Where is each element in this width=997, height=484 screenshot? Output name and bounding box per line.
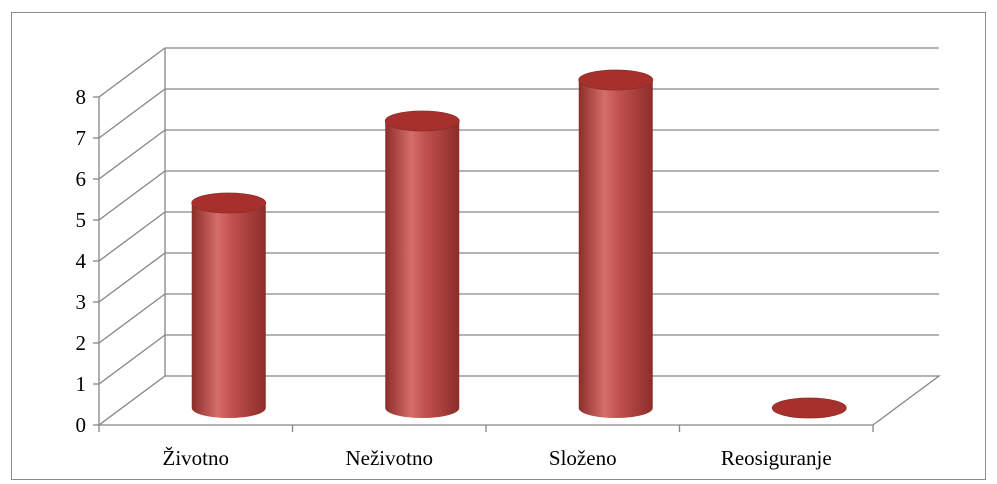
gridline-side-6 [98, 129, 166, 180]
y-tick-label: 7 [76, 126, 87, 150]
x-category-label: Složeno [549, 446, 617, 470]
gridline-side-1 [98, 334, 166, 385]
bar-top [384, 110, 460, 132]
gridline-side-8 [98, 47, 166, 98]
gridline-side-2 [98, 293, 166, 344]
y-tick-label: 4 [76, 249, 87, 273]
gridline-side-7 [98, 88, 166, 139]
x-category-label: Životno [163, 446, 230, 470]
x-category-label: Neživotno [346, 446, 433, 470]
bar-Složeno [578, 69, 654, 418]
bar-Životno [191, 192, 267, 418]
y-tick-label: 8 [76, 85, 87, 109]
bar-body [385, 121, 460, 418]
bar-Reosiguranje [771, 397, 847, 419]
y-tick-label: 6 [76, 167, 87, 191]
grid-layer [97, 47, 941, 426]
bar-body [578, 80, 653, 418]
bar-Neživotno [384, 110, 460, 418]
axis-layer [93, 96, 874, 432]
gridline-side-3 [98, 252, 166, 303]
y-tick-label: 2 [76, 331, 87, 355]
bar-layer [191, 69, 847, 419]
y-tick-label: 5 [76, 208, 87, 232]
y-tick-label: 0 [76, 413, 87, 437]
bar-top [191, 192, 267, 214]
floor [97, 375, 941, 426]
y-tick-label: 1 [76, 372, 87, 396]
bar-zero-disk [771, 397, 847, 419]
gridline-side-4 [98, 211, 166, 262]
bar-body [191, 203, 266, 418]
y-tick-label: 3 [76, 290, 87, 314]
gridline-side-5 [98, 170, 166, 221]
label-layer: 0 1 2 3 4 5 6 7 8 Životno Neživotno Složeno Reosigur… [76, 85, 832, 470]
x-category-label: Reosiguranje [721, 446, 832, 470]
bar-top [578, 69, 654, 91]
